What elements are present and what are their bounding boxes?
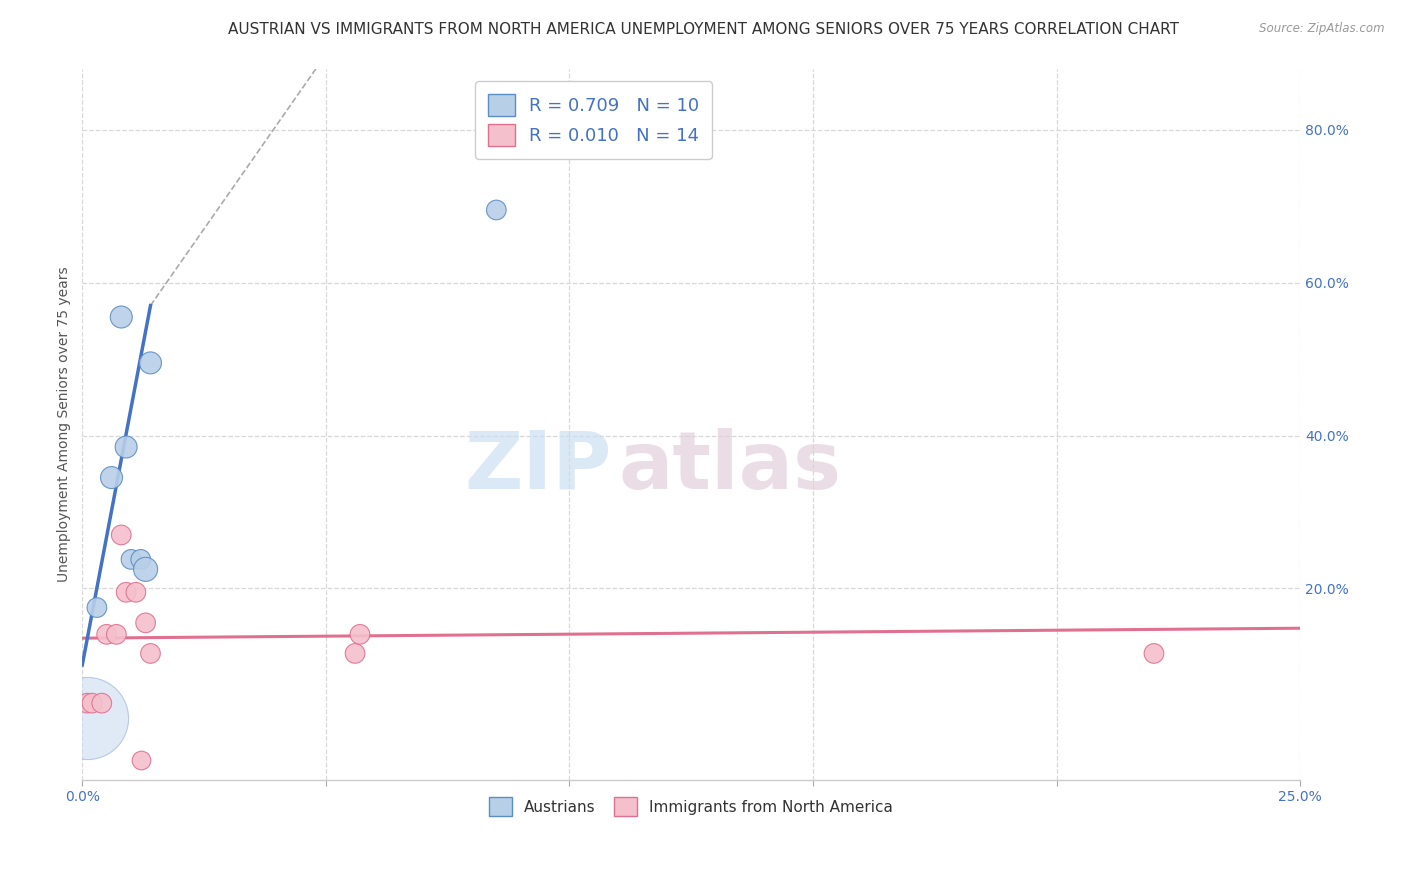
Point	[135, 562, 157, 576]
Point	[344, 647, 367, 661]
Point	[100, 470, 122, 484]
Point	[349, 627, 371, 641]
Point	[129, 754, 152, 768]
Text: ZIP: ZIP	[465, 428, 612, 506]
Point	[90, 696, 112, 710]
Y-axis label: Unemployment Among Seniors over 75 years: Unemployment Among Seniors over 75 years	[58, 266, 72, 582]
Point	[110, 528, 132, 542]
Point	[115, 440, 138, 454]
Point	[86, 600, 108, 615]
Point	[135, 615, 157, 630]
Text: atlas: atlas	[619, 428, 841, 506]
Point	[96, 627, 118, 641]
Point	[76, 696, 98, 710]
Text: Source: ZipAtlas.com: Source: ZipAtlas.com	[1260, 22, 1385, 36]
Point	[139, 647, 162, 661]
Point	[80, 696, 103, 710]
Point	[120, 552, 142, 566]
Point	[105, 627, 128, 641]
Point	[129, 552, 152, 566]
Point	[76, 711, 98, 725]
Legend: Austrians, Immigrants from North America: Austrians, Immigrants from North America	[479, 789, 903, 825]
Point	[110, 310, 132, 324]
Point	[485, 202, 508, 217]
Point	[125, 585, 148, 599]
Point	[1143, 647, 1166, 661]
Point	[139, 356, 162, 370]
Point	[115, 585, 138, 599]
Text: AUSTRIAN VS IMMIGRANTS FROM NORTH AMERICA UNEMPLOYMENT AMONG SENIORS OVER 75 YEA: AUSTRIAN VS IMMIGRANTS FROM NORTH AMERIC…	[228, 22, 1178, 37]
